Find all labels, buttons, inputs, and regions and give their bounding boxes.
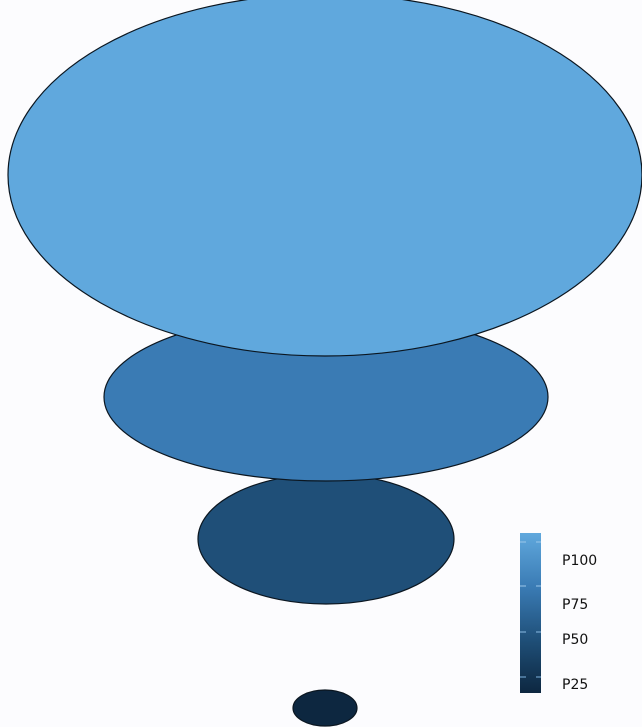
legend-label-p25: P25 [562, 677, 588, 693]
legend: P100 P75 P50 P25 [520, 533, 597, 693]
legend-label-p100: P100 [562, 553, 597, 569]
bubble-layer [7, 0, 642, 727]
legend-colorbar [520, 533, 541, 693]
bubble-p100 [7, 0, 642, 357]
bubble-p25 [292, 689, 358, 727]
legend-label-p75: P75 [562, 597, 588, 613]
legend-label-p50: P50 [562, 632, 588, 648]
bubble-p50 [197, 473, 455, 605]
